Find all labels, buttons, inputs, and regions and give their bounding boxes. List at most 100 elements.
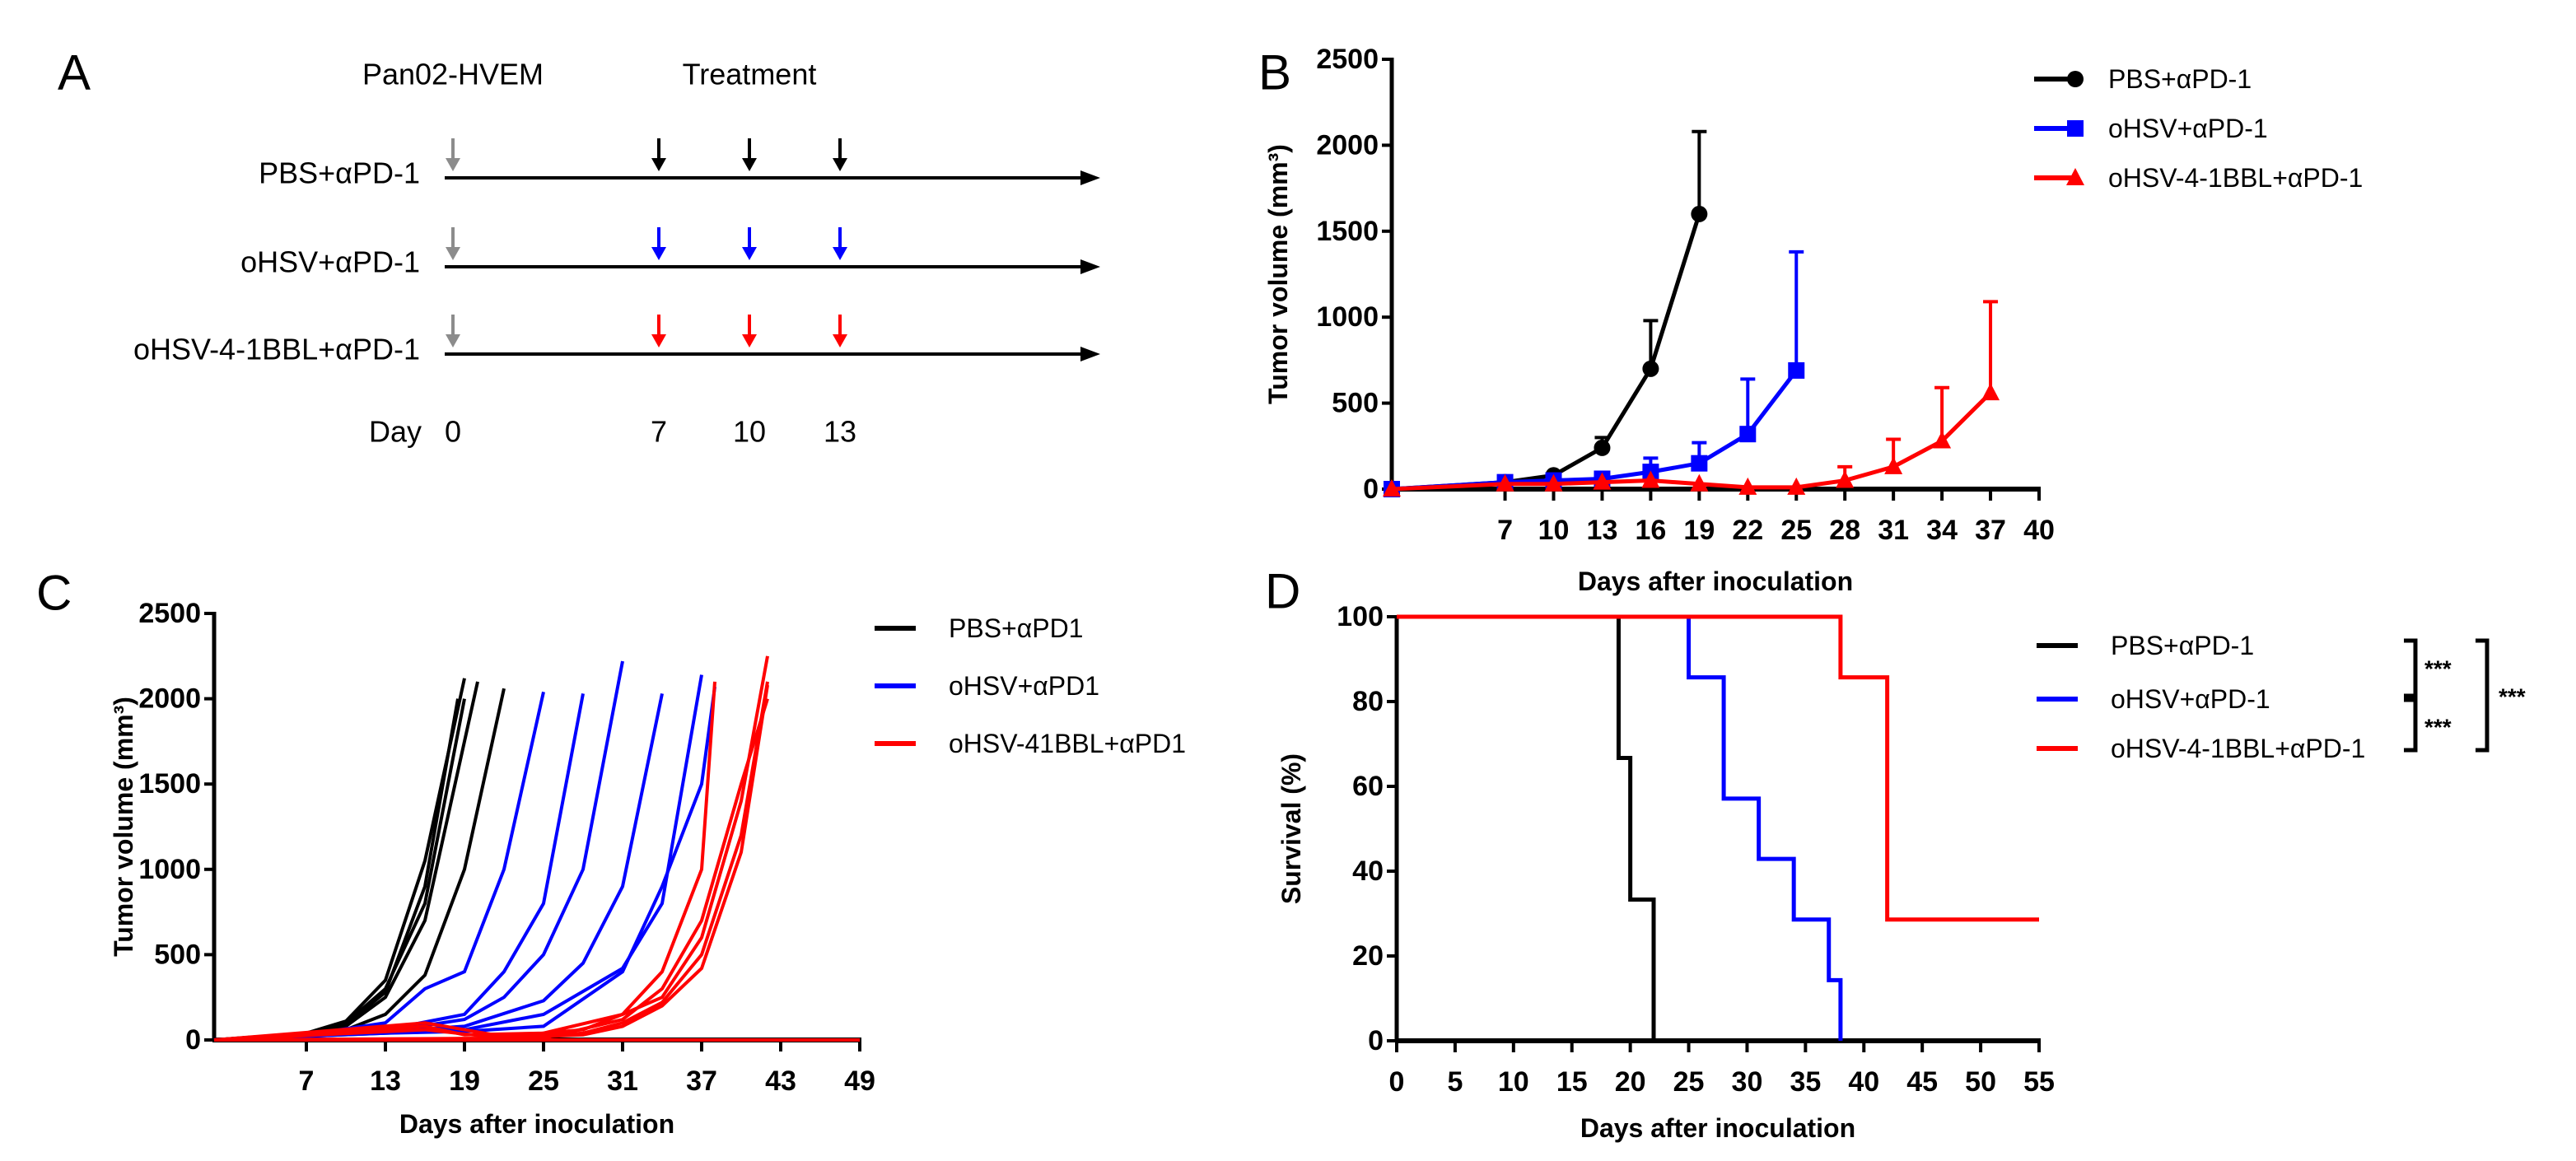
chart-d: 0 20 40 60 80 100 0 5 10 15 20 25 30 35 40 45 50 55 Days a… [1276, 601, 2526, 1143]
x-tick-label: 22 [1732, 515, 1763, 546]
panel-label-d: D [1265, 564, 1300, 619]
x-tick-label: 37 [1975, 515, 2006, 546]
x-tick-label: 50 [1965, 1066, 1996, 1098]
treatment-label: Treatment [683, 58, 817, 91]
series-group [213, 655, 860, 1042]
significance-brackets: *** *** *** [2404, 638, 2526, 753]
day-tick-label: 7 [651, 415, 667, 449]
y-tick-label: 0 [185, 1024, 201, 1056]
data-point [1933, 431, 1952, 449]
x-tick-label: 37 [686, 1065, 717, 1097]
x-tick-label: 5 [1447, 1066, 1463, 1098]
inoculation-arrow-head [446, 247, 460, 260]
data-point [1691, 205, 1708, 222]
survival-curve [1397, 614, 1843, 1041]
individual-tumor-curve [213, 693, 585, 1042]
chart-c: 0 500 1000 1500 2000 2500 7 13 19 25 31 37 43 49 Days … [109, 598, 1186, 1139]
y-tick-label: 500 [154, 939, 201, 970]
data-point [1836, 470, 1855, 488]
inoculation-arrow [446, 138, 460, 171]
treatment-arrow-head [742, 334, 757, 347]
y-tick-label: 0 [1363, 473, 1379, 505]
significance-stars: *** [2499, 684, 2526, 710]
significance-stars: *** [2424, 715, 2452, 740]
timeline-arrowhead [1080, 170, 1100, 185]
y-tick-label: 1000 [1316, 301, 1379, 333]
treatment-arrow [742, 315, 757, 347]
individual-tumor-curve [213, 681, 769, 1042]
x-tick-label: 16 [1635, 515, 1666, 546]
legend-label: oHSV+αPD1 [949, 671, 1099, 701]
treatment-arrow-head [651, 158, 666, 171]
y-tick-label: 20 [1352, 940, 1384, 972]
day-label: Day [369, 415, 422, 449]
inoculation-arrow [446, 315, 460, 347]
individual-tumor-curve [213, 698, 769, 1042]
data-point [1788, 361, 1805, 379]
x-tick-label: 13 [1587, 515, 1618, 546]
data-point [1981, 383, 2000, 401]
series-path [1391, 213, 1701, 492]
panel-label-a: A [58, 45, 91, 100]
x-tick-label: 55 [2023, 1066, 2055, 1098]
inoculation-arrow-head [446, 158, 460, 171]
data-point [1884, 456, 1903, 474]
bracket-ohsv-vs-4-1bbl [2404, 697, 2418, 753]
x-tick-label: 49 [844, 1065, 875, 1097]
x-tick-label: 40 [2023, 515, 2055, 546]
y-tick-label: 2000 [1316, 129, 1379, 161]
x-tick-label: 30 [1732, 1066, 1763, 1098]
legend-label: PBS+αPD1 [949, 613, 1083, 643]
y-tick-label: 60 [1352, 771, 1384, 802]
legend-label: oHSV-4-1BBL+αPD-1 [2111, 734, 2365, 763]
y-tick-label: 40 [1352, 856, 1384, 887]
survival-curve [1397, 614, 2039, 1043]
individual-tumor-curve [213, 655, 769, 1042]
data-point [2067, 120, 2084, 137]
individual-tumor-curve [213, 688, 506, 1042]
x-tick-label: 19 [449, 1065, 480, 1097]
y-tick-label: 1000 [138, 854, 201, 885]
x-tick-label: 31 [1878, 515, 1909, 546]
data-point [1544, 473, 1563, 492]
survival-curve [1397, 614, 2039, 922]
data-point [1642, 360, 1659, 377]
data-point [1787, 477, 1806, 495]
y-tick-label: 2500 [138, 598, 201, 629]
legend-label: oHSV-4-1BBL+αPD-1 [2108, 163, 2363, 193]
y-tick-label: 2500 [1316, 44, 1379, 75]
x-axis-label: Days after inoculation [399, 1109, 674, 1139]
treatment-arrow-head [833, 247, 847, 260]
data-point [1641, 470, 1660, 488]
treatment-arrow [833, 227, 847, 260]
y-tick-label: 2000 [138, 683, 201, 715]
series-line [1384, 129, 1708, 497]
significance-stars: *** [2424, 656, 2452, 682]
x-tick-label: 40 [1848, 1066, 1879, 1098]
x-tick-label: 31 [607, 1065, 638, 1097]
x-tick-label: 45 [1906, 1066, 1938, 1098]
x-tick-label: 25 [528, 1065, 559, 1097]
panel-label-c: C [36, 566, 72, 621]
bracket-pbs-vs-4-1bbl [2476, 638, 2490, 753]
data-point [2066, 168, 2084, 185]
x-tick-label: 25 [1780, 515, 1812, 546]
treatment-arrow [833, 138, 847, 171]
inoculation-arrow-head [446, 334, 460, 347]
legend-label: oHSV+αPD-1 [2108, 114, 2268, 143]
legend-label: oHSV+αPD-1 [2111, 684, 2270, 714]
series-line [1383, 300, 2000, 497]
timeline-group-label: oHSV-4-1BBL+αPD-1 [133, 333, 420, 366]
data-point [1690, 473, 1709, 492]
x-tick-label: 35 [1790, 1066, 1821, 1098]
timeline-group-label: oHSV+αPD-1 [240, 245, 420, 279]
data-point [1738, 477, 1757, 495]
treatment-arrow-head [651, 334, 666, 347]
treatment-arrow-head [833, 334, 847, 347]
treatment-arrow [742, 227, 757, 260]
timeline-arrowhead [1080, 347, 1100, 361]
y-tick-label: 100 [1337, 601, 1384, 632]
x-tick-label: 13 [370, 1065, 401, 1097]
treatment-arrow-head [742, 158, 757, 171]
treatment-arrow [833, 315, 847, 347]
